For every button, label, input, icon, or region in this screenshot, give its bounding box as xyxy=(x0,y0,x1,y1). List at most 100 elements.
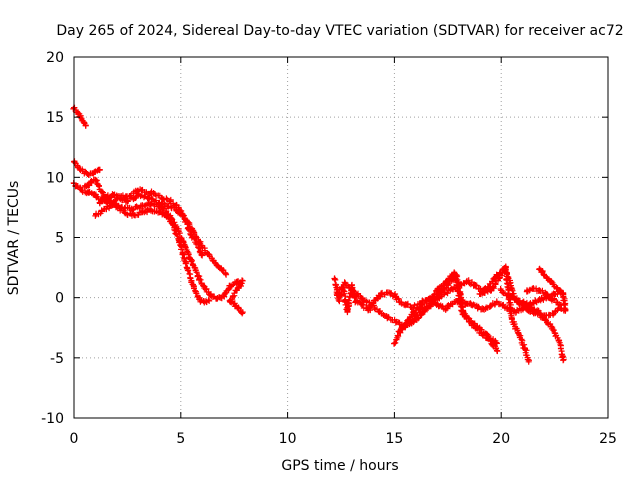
data-point xyxy=(513,309,520,316)
data-point xyxy=(562,307,569,314)
data-point xyxy=(391,292,398,299)
data-points xyxy=(70,104,569,365)
data-point xyxy=(543,291,550,298)
x-tick-label: 15 xyxy=(385,431,403,447)
data-point xyxy=(532,310,539,317)
x-axis-label: GPS time / hours xyxy=(281,458,398,474)
data-point xyxy=(201,285,208,292)
x-tick-label: 20 xyxy=(492,431,510,447)
data-point xyxy=(560,289,567,296)
data-point xyxy=(525,357,532,364)
data-point xyxy=(233,287,240,294)
data-point xyxy=(156,199,163,206)
data-point xyxy=(476,291,483,298)
data-point xyxy=(549,325,556,332)
data-point xyxy=(449,300,456,307)
data-point xyxy=(508,316,515,323)
data-point xyxy=(109,191,116,198)
series-track-k xyxy=(391,269,500,347)
data-point xyxy=(350,288,357,295)
y-tick-label: 5 xyxy=(55,231,64,247)
data-point xyxy=(549,310,556,317)
data-point xyxy=(220,292,227,299)
data-point xyxy=(85,189,92,196)
series-track-a xyxy=(70,104,89,129)
data-point xyxy=(515,299,522,306)
data-point xyxy=(182,216,189,223)
data-point xyxy=(207,292,214,299)
data-point xyxy=(378,291,385,298)
series-track-n xyxy=(497,286,565,321)
data-point xyxy=(226,298,233,305)
data-point xyxy=(211,259,218,266)
data-point xyxy=(399,323,406,330)
series-track-m xyxy=(523,265,569,314)
data-point xyxy=(560,357,567,364)
data-point xyxy=(459,311,466,318)
data-point xyxy=(436,303,443,310)
data-point xyxy=(147,189,154,196)
data-point xyxy=(124,198,131,205)
data-point xyxy=(103,205,110,212)
data-point xyxy=(80,118,87,125)
data-point xyxy=(147,200,154,207)
data-point xyxy=(167,198,174,205)
data-point xyxy=(446,287,453,294)
data-point xyxy=(92,168,99,175)
data-point xyxy=(344,309,351,316)
data-point xyxy=(77,167,84,174)
data-point xyxy=(521,345,528,352)
data-point xyxy=(474,304,481,311)
data-point xyxy=(493,347,500,354)
data-point xyxy=(335,297,342,304)
data-point xyxy=(493,299,500,306)
data-point xyxy=(532,298,539,305)
data-point xyxy=(451,269,458,276)
data-point xyxy=(188,258,195,265)
data-point xyxy=(175,204,182,211)
data-point xyxy=(205,297,212,304)
data-point xyxy=(130,211,137,218)
data-point xyxy=(194,273,201,280)
data-point xyxy=(156,209,163,216)
data-point xyxy=(468,318,475,325)
data-point xyxy=(359,295,366,302)
data-point xyxy=(175,236,182,243)
data-point xyxy=(98,188,105,195)
data-point xyxy=(408,311,415,318)
data-point xyxy=(158,194,165,201)
data-point xyxy=(425,295,432,302)
data-point xyxy=(367,301,374,308)
data-point xyxy=(201,299,208,306)
data-point xyxy=(493,273,500,280)
data-point xyxy=(391,340,398,347)
data-point xyxy=(92,212,99,219)
data-point xyxy=(540,271,547,278)
data-point xyxy=(77,186,84,193)
data-point xyxy=(147,206,154,213)
data-point xyxy=(82,122,89,129)
data-point xyxy=(192,288,199,295)
data-point xyxy=(233,280,240,287)
data-point xyxy=(429,299,436,306)
data-point xyxy=(384,289,391,296)
data-point xyxy=(113,203,120,210)
data-point xyxy=(194,241,201,248)
data-point xyxy=(506,293,513,300)
data-point xyxy=(239,277,246,284)
y-tick-label: -10 xyxy=(41,411,64,427)
data-point xyxy=(549,295,556,302)
y-tick-label: 15 xyxy=(46,110,64,126)
data-point xyxy=(393,318,400,325)
data-point xyxy=(538,295,545,302)
data-point xyxy=(528,304,535,311)
axis-ticks xyxy=(73,56,609,419)
data-point xyxy=(438,293,445,300)
data-point xyxy=(92,176,99,183)
data-point xyxy=(331,275,338,282)
y-tick-label: 10 xyxy=(46,170,64,186)
data-point xyxy=(179,251,186,258)
chart-title: Day 265 of 2024, Sidereal Day-to-day VTE… xyxy=(56,23,623,39)
data-point xyxy=(553,285,560,292)
